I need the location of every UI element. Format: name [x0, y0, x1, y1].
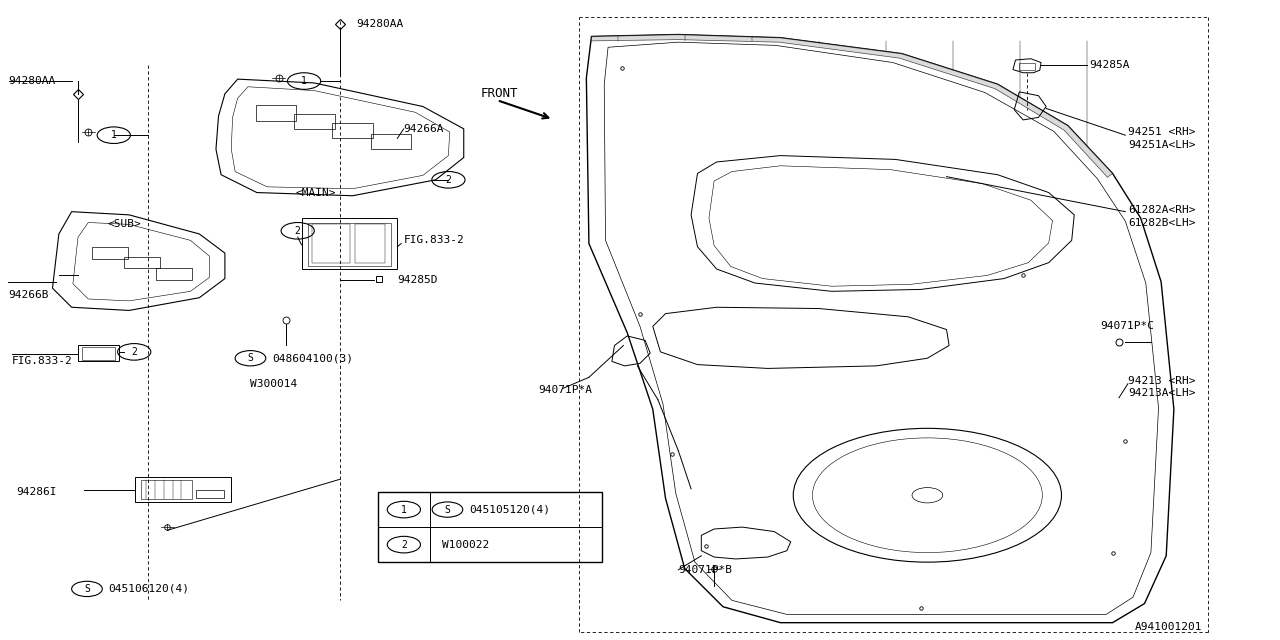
Text: S: S	[247, 353, 253, 364]
Bar	[156, 268, 192, 280]
Text: 045106120(4): 045106120(4)	[109, 584, 189, 594]
Bar	[1019, 63, 1034, 70]
Bar	[92, 247, 128, 259]
Polygon shape	[591, 35, 1112, 177]
Text: S: S	[84, 584, 90, 594]
Text: 94251A<LH>: 94251A<LH>	[1128, 140, 1196, 150]
Bar	[312, 225, 349, 262]
Text: 94285A: 94285A	[1089, 60, 1130, 70]
Bar	[124, 257, 160, 268]
Text: FRONT: FRONT	[480, 87, 518, 100]
Bar	[294, 113, 335, 129]
Bar	[302, 218, 397, 269]
Text: 2: 2	[445, 175, 452, 185]
Text: 2: 2	[294, 226, 301, 236]
Bar	[378, 492, 602, 562]
Text: 61282B<LH>: 61282B<LH>	[1128, 218, 1196, 228]
Text: 048604100(3): 048604100(3)	[273, 353, 353, 364]
Text: W100022: W100022	[443, 540, 489, 550]
Bar	[333, 123, 372, 138]
Text: 045105120(4): 045105120(4)	[470, 504, 550, 515]
Text: S: S	[444, 504, 451, 515]
Text: W300014: W300014	[251, 379, 298, 388]
Text: 94213 <RH>: 94213 <RH>	[1128, 376, 1196, 385]
Text: 94071P*A: 94071P*A	[538, 385, 591, 395]
Text: 94286I: 94286I	[17, 487, 58, 497]
Text: A941001201: A941001201	[1134, 622, 1202, 632]
Text: 94071P*B: 94071P*B	[678, 564, 732, 575]
Text: 94266A: 94266A	[403, 124, 444, 134]
Text: 94280AA: 94280AA	[356, 19, 403, 29]
Text: 61282A<RH>: 61282A<RH>	[1128, 205, 1196, 216]
Text: 1: 1	[301, 76, 307, 86]
Text: FIG.833-2: FIG.833-2	[403, 236, 465, 245]
Bar	[136, 477, 232, 502]
Text: 94285D: 94285D	[397, 275, 438, 285]
Bar	[196, 490, 224, 499]
Bar	[370, 134, 411, 149]
Text: 1: 1	[111, 130, 116, 140]
Bar	[308, 223, 390, 266]
Text: 94071P*C: 94071P*C	[1100, 321, 1153, 332]
Text: 2: 2	[132, 347, 137, 357]
Text: 1: 1	[401, 504, 407, 515]
Bar	[256, 105, 297, 120]
Text: 94280AA: 94280AA	[8, 76, 55, 86]
Text: 94213A<LH>: 94213A<LH>	[1128, 388, 1196, 398]
Text: FIG.833-2: FIG.833-2	[12, 356, 73, 367]
Bar	[82, 348, 115, 360]
Text: <MAIN>: <MAIN>	[296, 188, 335, 198]
Text: 94266B: 94266B	[8, 289, 49, 300]
Text: 2: 2	[401, 540, 407, 550]
Bar	[141, 480, 192, 499]
Bar	[78, 346, 119, 362]
Bar	[355, 225, 384, 262]
Text: 94251 <RH>: 94251 <RH>	[1128, 127, 1196, 137]
Text: <SUB>: <SUB>	[108, 220, 141, 229]
